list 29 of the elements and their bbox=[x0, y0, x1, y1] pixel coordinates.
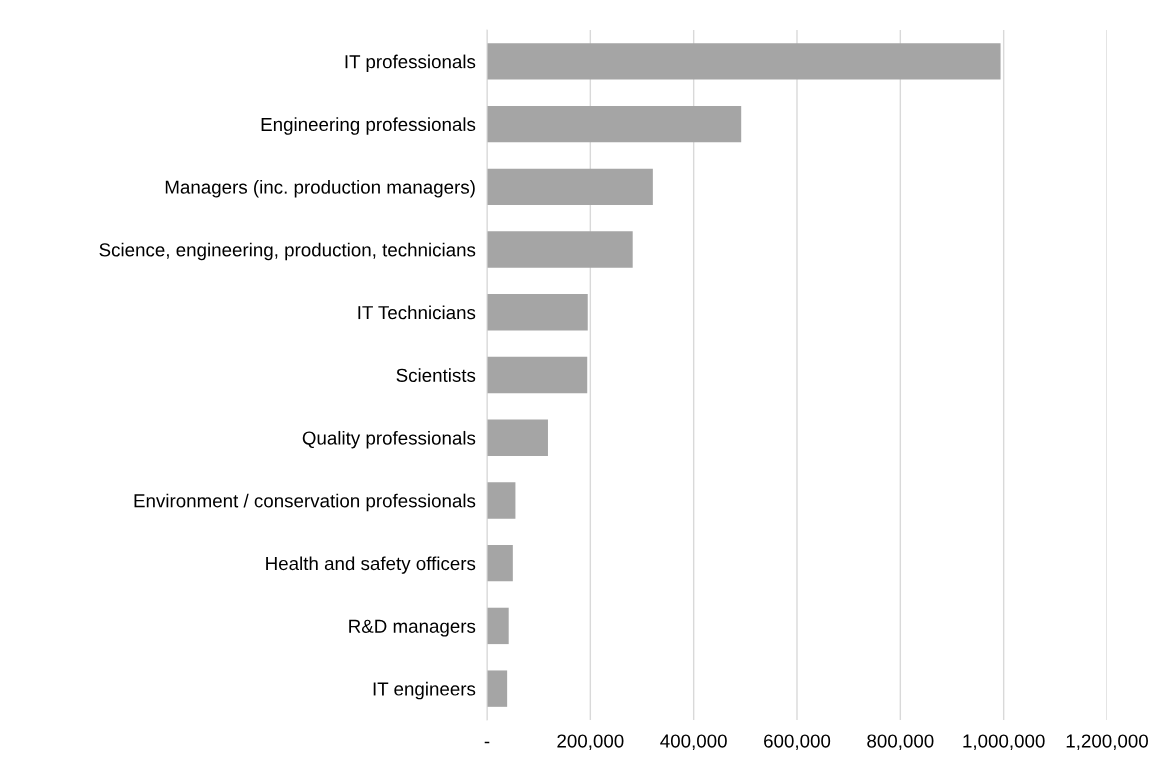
y-tick-label: Environment / conservation professionals bbox=[134, 493, 476, 512]
bar bbox=[487, 544, 513, 582]
bar bbox=[487, 231, 633, 268]
bar bbox=[487, 43, 1001, 80]
y-tick-label: Engineering professionals bbox=[261, 117, 476, 135]
bar bbox=[487, 294, 588, 331]
bar bbox=[487, 419, 548, 456]
x-tick-label: 200,000 bbox=[557, 734, 624, 750]
y-tick-label: Scientists bbox=[396, 368, 476, 382]
x-tick-label: 1,000,000 bbox=[963, 734, 1045, 750]
y-tick-label: IT engineers bbox=[373, 681, 476, 700]
bar bbox=[487, 356, 588, 394]
y-tick-label: IT Technicians bbox=[358, 305, 476, 320]
y-tick-label: R&D managers bbox=[349, 619, 476, 637]
bar bbox=[487, 105, 742, 143]
x-tick-label: 800,000 bbox=[867, 734, 934, 750]
bar bbox=[487, 670, 508, 707]
x-tick-label: 1,200,000 bbox=[1066, 734, 1148, 750]
y-tick-label: Science, engineering, production, technicians bbox=[99, 242, 476, 261]
y-tick-label: IT professionals bbox=[345, 54, 476, 73]
y-tick-label: Managers (inc. production managers) bbox=[165, 180, 475, 198]
y-tick-label: Quality professionals bbox=[302, 430, 476, 449]
bar bbox=[487, 168, 653, 206]
y-tick-label: Health and safety officers bbox=[266, 556, 476, 574]
bar bbox=[487, 607, 509, 645]
x-tick-label: 400,000 bbox=[660, 734, 727, 750]
x-tick-label: 600,000 bbox=[764, 734, 831, 750]
x-tick-label: - bbox=[484, 741, 490, 744]
bar bbox=[487, 482, 516, 519]
